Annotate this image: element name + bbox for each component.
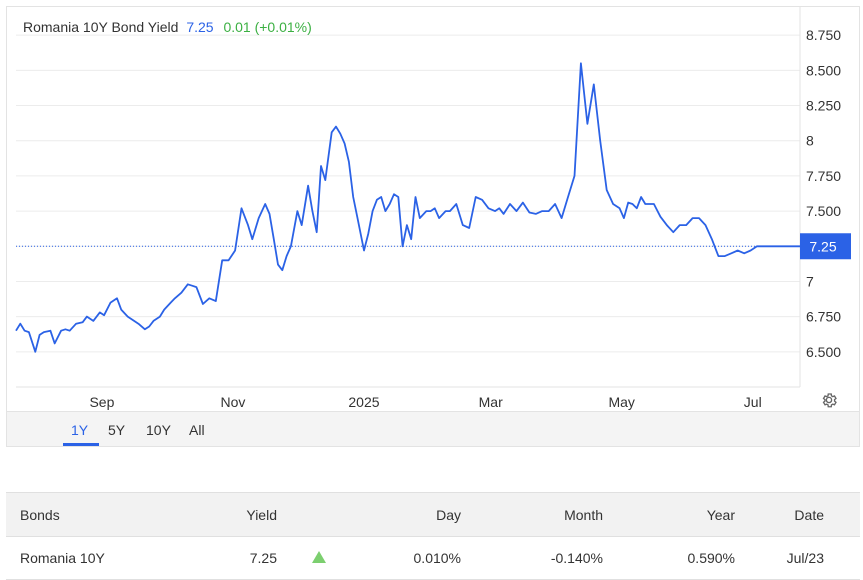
x-tick-label: May [608, 394, 634, 410]
active-range-indicator [63, 443, 99, 446]
chart-panel: 6.500 6.750 7 7.500 7.750 8 8.250 8.500 8.750 Sep… [6, 6, 860, 412]
day-change-cell: 0.010% [360, 536, 462, 580]
date-cell: Jul/23 [736, 536, 860, 580]
header-month: Month [462, 492, 604, 537]
range-selector: 1Y 5Y 10Y All [6, 412, 860, 447]
header-direction [278, 492, 360, 537]
bond-quote-table: Bonds Yield Day Month Year Date Romania … [6, 492, 860, 580]
gear-icon[interactable] [820, 391, 838, 409]
y-tick-label: 6.500 [806, 344, 841, 360]
series-line [15, 62, 800, 353]
table-row[interactable]: Romania 10Y 7.25 0.010% -0.140% 0.590% J… [6, 536, 860, 580]
month-change-cell: -0.140% [462, 536, 604, 580]
y-tick-label: 8.750 [806, 27, 841, 43]
chart-legend: Romania 10Y Bond Yield 7.25 0.01 (+0.01%… [23, 19, 312, 35]
header-date: Date [736, 492, 860, 537]
table-header-row: Bonds Yield Day Month Year Date [6, 492, 860, 537]
last-value-badge [800, 233, 851, 260]
yield-line-chart[interactable]: 6.500 6.750 7 7.500 7.750 8 8.250 8.500 8.750 Sep… [7, 7, 859, 411]
yield-cell: 7.25 [171, 536, 278, 580]
range-10y-button[interactable]: 10Y [146, 422, 171, 438]
legend-change: 0.01 (+0.01%) [223, 19, 312, 35]
year-change-cell: 0.590% [604, 536, 736, 580]
x-tick-label: 2025 [348, 394, 379, 410]
x-tick-label: Mar [479, 394, 503, 410]
header-bonds: Bonds [6, 492, 171, 537]
legend-name: Romania 10Y Bond Yield [23, 19, 179, 35]
range-all-button[interactable]: All [189, 422, 205, 438]
legend-last-value: 7.25 [186, 19, 214, 35]
triangle-up-icon [312, 551, 326, 563]
y-tick-label: 8.500 [806, 62, 841, 78]
y-tick-label: 7.750 [806, 168, 841, 184]
x-tick-label: Sep [89, 394, 114, 410]
last-value-label: 7.25 [809, 238, 836, 254]
header-year: Year [604, 492, 736, 537]
y-tick-label: 7.500 [806, 203, 841, 219]
y-tick-label: 6.750 [806, 309, 841, 325]
y-tick-label: 8.250 [806, 98, 841, 114]
header-yield: Yield [171, 492, 278, 537]
x-tick-label: Nov [220, 394, 245, 410]
range-5y-button[interactable]: 5Y [108, 422, 126, 438]
range-1y-button[interactable]: 1Y [71, 422, 89, 438]
header-day: Day [360, 492, 462, 537]
x-tick-label: Jul [744, 394, 762, 410]
y-tick-label: 7 [806, 273, 814, 289]
bond-name-cell[interactable]: Romania 10Y [6, 536, 171, 580]
day-direction-cell [278, 536, 360, 580]
y-tick-label: 8 [806, 133, 814, 149]
